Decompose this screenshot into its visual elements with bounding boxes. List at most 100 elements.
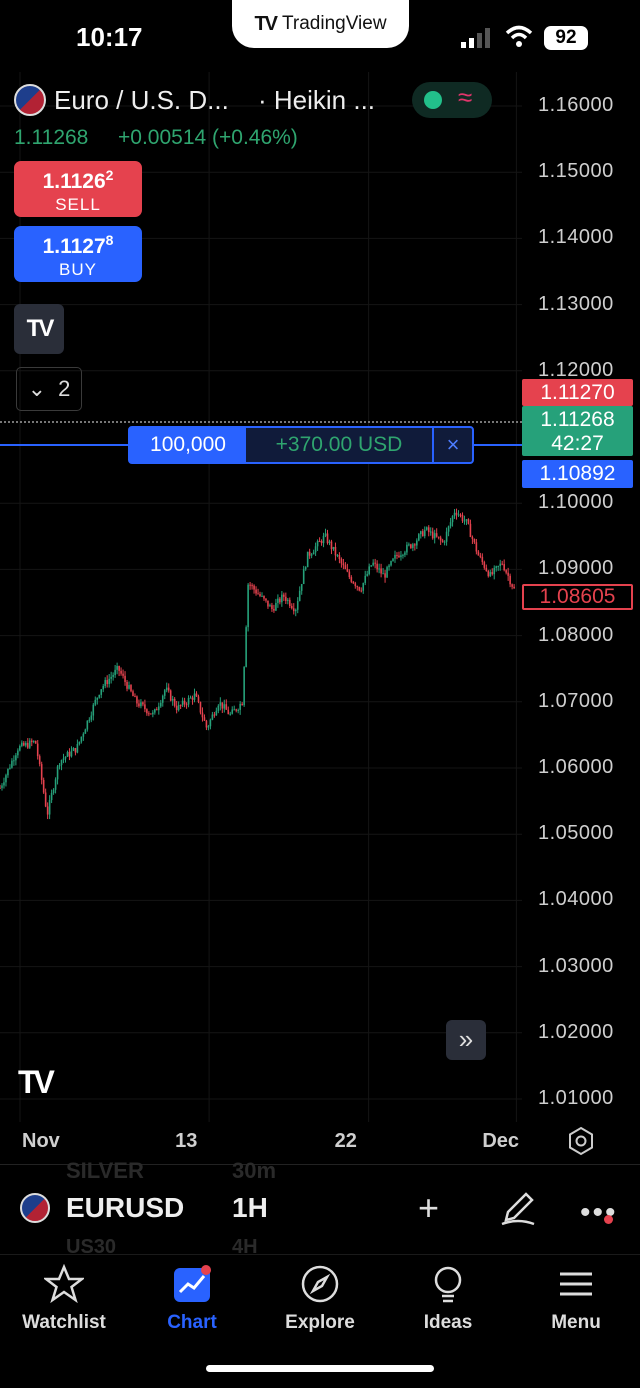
drawing-pen-icon[interactable]	[498, 1188, 538, 1228]
candle	[173, 697, 176, 708]
double-chevron-right-icon: »	[458, 1024, 474, 1054]
interval-picker[interactable]: 1H	[232, 1192, 268, 1223]
candle	[78, 741, 81, 746]
candle	[376, 560, 378, 573]
bottom-toolbar	[0, 1164, 640, 1255]
price-tick-9: 1.06000	[538, 756, 614, 778]
candle	[7, 768, 9, 778]
ask-price-label: 1.11270	[522, 379, 633, 406]
candle	[491, 568, 494, 576]
more-icon[interactable]: •••	[580, 1196, 618, 1229]
nav-menu[interactable]: Menu	[512, 1262, 640, 1334]
candle	[189, 695, 192, 699]
price-tick-14: 1.01000	[538, 1087, 614, 1109]
candle	[290, 603, 293, 610]
nav-explore[interactable]: Explore	[256, 1262, 384, 1334]
sell-button[interactable]: 1.11262 SELL	[14, 161, 142, 217]
candle	[360, 587, 363, 593]
candle	[30, 738, 33, 747]
candle	[481, 553, 484, 565]
candle	[205, 719, 208, 731]
candle	[171, 695, 174, 706]
candle	[392, 557, 394, 562]
candle	[473, 538, 476, 544]
nav-watchlist[interactable]: Watchlist	[0, 1262, 128, 1334]
candle	[332, 546, 335, 551]
candle	[471, 535, 474, 544]
candle	[185, 702, 188, 709]
nav-ideas[interactable]: Ideas	[384, 1262, 512, 1334]
tradingview-logo-button[interactable]: TV	[14, 304, 64, 354]
candle	[249, 581, 251, 590]
candle	[334, 542, 337, 561]
nav-chart[interactable]: Chart	[128, 1262, 256, 1334]
sell-price: 1.1126	[42, 170, 106, 193]
candle	[420, 530, 422, 539]
candle	[269, 603, 271, 607]
candle	[404, 550, 406, 558]
symbol-picker[interactable]: EURUSD	[66, 1192, 185, 1223]
position-quantity[interactable]: 100,000	[130, 428, 246, 462]
candle	[396, 552, 398, 560]
candle	[175, 700, 178, 714]
candle	[104, 677, 107, 689]
position-box[interactable]: 100,000 +370.00 USD ×	[128, 426, 474, 464]
candle	[477, 550, 480, 556]
candle	[485, 564, 488, 572]
candle	[34, 740, 37, 744]
price-change: +0.00514 (+0.46%)	[118, 126, 298, 149]
candle	[251, 583, 253, 590]
candle	[312, 549, 315, 555]
candle	[193, 688, 196, 703]
candle	[157, 702, 160, 715]
candle	[425, 526, 428, 531]
plus-icon[interactable]: +	[418, 1187, 440, 1228]
candle	[513, 584, 515, 590]
candle	[302, 565, 305, 585]
candle	[13, 755, 15, 766]
candle	[447, 525, 450, 537]
notification-dot-icon	[604, 1215, 613, 1224]
candle	[263, 595, 265, 601]
candle	[427, 525, 430, 537]
candle	[340, 557, 343, 568]
candle	[362, 582, 365, 594]
candle	[72, 747, 75, 752]
candle	[54, 777, 57, 794]
candle	[255, 586, 257, 596]
candle	[74, 747, 77, 756]
home-indicator[interactable]	[206, 1365, 434, 1372]
candle	[511, 583, 513, 590]
candle	[58, 763, 61, 770]
candle	[181, 697, 184, 708]
candle	[475, 538, 478, 555]
candle	[318, 537, 321, 543]
candle	[201, 707, 204, 722]
candle	[110, 671, 112, 684]
candle	[96, 697, 99, 705]
lightbulb-icon	[434, 1266, 462, 1303]
candle	[505, 569, 507, 575]
chart-settings-icon[interactable]	[566, 1126, 596, 1156]
date-tick-3: Dec	[482, 1130, 520, 1152]
chart-type-label[interactable]: · Heikin ...	[258, 85, 376, 115]
price-tick-3: 1.13000	[538, 292, 614, 315]
nav-menu-label: Menu	[551, 1312, 601, 1333]
candle	[229, 711, 232, 716]
candle	[211, 711, 214, 721]
candle	[356, 585, 359, 591]
candle	[338, 552, 341, 564]
candle	[245, 625, 247, 668]
scroll-to-realtime-button[interactable]: »	[446, 1020, 486, 1060]
candle	[76, 739, 79, 754]
close-position-icon[interactable]: ×	[446, 432, 460, 457]
tradingview-logo-icon: TV	[254, 12, 278, 35]
last-price-label: 1.11268 42:27	[522, 406, 633, 456]
indicators-toggle-button[interactable]: ⌄ 2	[16, 367, 82, 411]
symbol-name[interactable]: Euro / U.S. D...	[54, 85, 229, 115]
candle	[463, 515, 466, 525]
candle	[358, 586, 361, 592]
buy-button[interactable]: 1.11278 BUY	[14, 226, 142, 282]
candle	[136, 695, 138, 707]
candle	[132, 689, 134, 697]
